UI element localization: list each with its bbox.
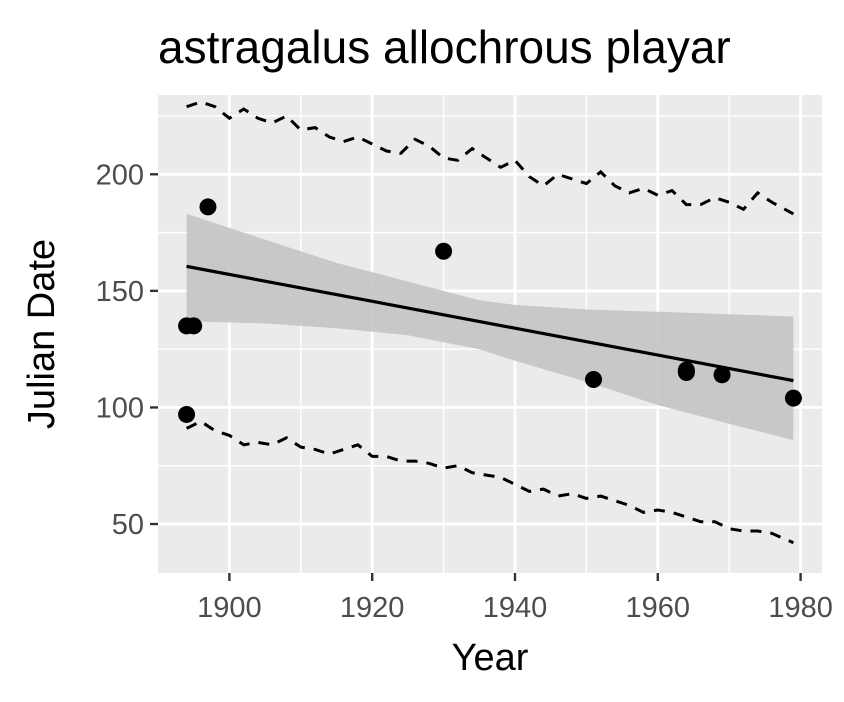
y-tick-label: 50 (112, 509, 144, 541)
x-tick-label: 1920 (340, 592, 405, 624)
y-tick-label: 100 (96, 392, 144, 424)
y-tick-label: 150 (96, 276, 144, 308)
x-tick-label: 1940 (483, 592, 548, 624)
upper-bound-line (186, 100, 795, 216)
data-point (585, 370, 603, 388)
x-axis: 1900 1920 1940 1960 1980 (197, 573, 833, 624)
y-axis-title: Julian Date (21, 239, 63, 429)
data-point (435, 242, 453, 260)
x-tick-label: 1980 (768, 592, 833, 624)
data-point (713, 366, 731, 384)
data-point (677, 363, 695, 381)
data-point (784, 389, 802, 407)
trend-line (186, 264, 794, 383)
x-tick-label: 1960 (626, 592, 691, 624)
chart-title: astragalus allochrous playar (158, 21, 731, 73)
data-points (178, 198, 802, 423)
data-point (178, 405, 196, 423)
y-tick-label: 200 (96, 159, 144, 191)
lower-bound-line (185, 419, 794, 545)
y-axis: 50 100 150 200 (96, 159, 158, 541)
x-axis-title: Year (452, 637, 529, 679)
data-point (185, 317, 203, 335)
confidence-band (186, 213, 794, 441)
x-tick-label: 1900 (197, 592, 262, 624)
data-point (199, 198, 217, 216)
